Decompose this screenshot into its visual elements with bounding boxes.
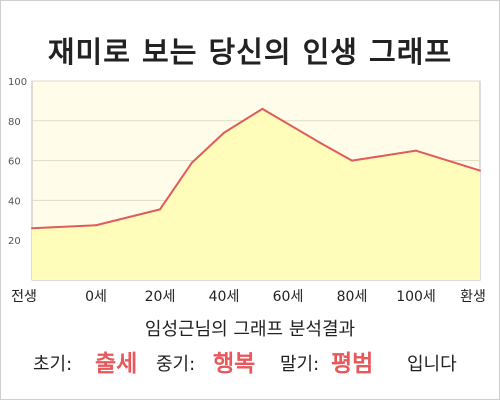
line-segment: [261, 107, 321, 144]
line-segment: [319, 141, 353, 162]
early-value: 출세: [95, 351, 138, 377]
line-segment: [223, 107, 264, 134]
y-tick-label: 60: [8, 157, 21, 168]
x-tick-label: 20세: [145, 289, 176, 305]
line-segment: [159, 161, 193, 211]
summary-line: 초기: 출세 중기: 행복 말기: 평범 입니다: [0, 349, 500, 381]
x-tick-label: 40세: [209, 289, 240, 305]
line-segment: [191, 131, 225, 164]
x-tick-label: 60세: [273, 289, 304, 305]
y-tick-label: 20: [8, 236, 21, 247]
result-heading: 임성근님의 그래프 분석결과: [144, 319, 356, 340]
line-segment: [95, 208, 161, 227]
line-segment: [31, 224, 97, 230]
ending-text: 입니다: [407, 354, 457, 375]
late-label: 말기:: [280, 354, 320, 375]
page-title: 재미로 보는 당신의 인생 그래프: [47, 35, 453, 69]
x-tick-label: 환생: [460, 289, 486, 305]
life-area-fill: [32, 108, 480, 280]
y-tick-label: 100: [8, 77, 27, 88]
y-tick-label: 40: [8, 196, 21, 207]
life-graph-chart: 20 40 60 80 100 전생 0세 20세 40세 60세 80세 100세 환생: [8, 77, 486, 305]
x-tick-label: 0세: [85, 289, 107, 305]
mid-value: 행복: [213, 351, 256, 377]
line-segment: [351, 149, 417, 162]
x-tick-label: 80세: [337, 289, 368, 305]
y-tick-label: 80: [8, 117, 21, 128]
life-line-series: [31, 107, 481, 230]
x-tick-label: 전생: [11, 289, 37, 305]
late-value: 평범: [331, 351, 374, 377]
early-label: 초기:: [33, 354, 73, 375]
x-tick-label: 100세: [396, 289, 436, 305]
x-axis: 전생 0세 20세 40세 60세 80세 100세 환생: [11, 289, 486, 305]
line-segment: [415, 149, 481, 172]
y-axis: 20 40 60 80 100: [8, 77, 27, 247]
mid-label: 중기:: [156, 354, 196, 375]
